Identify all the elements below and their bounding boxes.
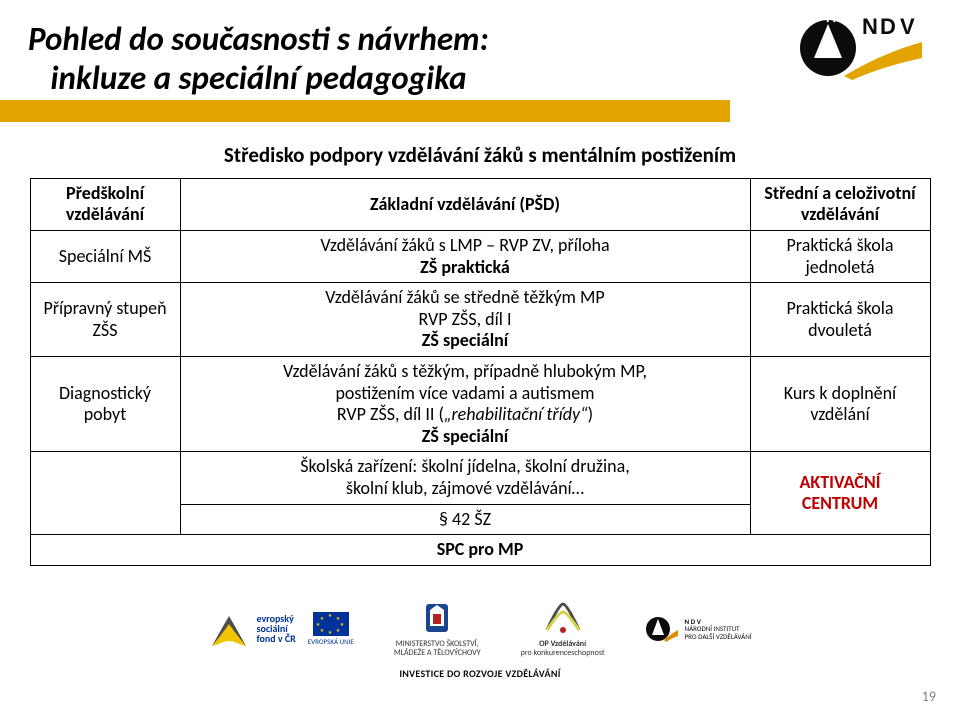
table-row: Speciální MŠ Vzdělávání žáků s LMP – RVP… (30, 231, 930, 283)
cell-tezkym-l1: Vzdělávání žáků s těžkým, případně hlubo… (283, 360, 647, 382)
cell-diag: Diagnostický pobyt (30, 357, 180, 452)
logo-esf: evropskýsociálnífond v ČR ★ ★ ★ ★ ★ ★ ★ … (208, 608, 353, 650)
cell-secondary: Střední a celoživotní vzdělávání (750, 178, 930, 230)
main-table-wrap: Předškolní vzdělávání Základní vzděláván… (28, 178, 932, 566)
cell-stredne: Vzdělávání žáků se středně těžkým MP RVP… (180, 283, 750, 357)
cell-tezkym-l2: postižením více vadami a autismem (335, 382, 594, 404)
cell-stredne-l1: Vzdělávání žáků se středně těžkým MP (325, 286, 604, 308)
cell-aktivacni: AKTIVAČNÍ CENTRUM (750, 452, 930, 535)
cell-pripravny: Přípravný stupeň ZŠS (30, 283, 180, 357)
cell-spc: SPC pro MP (30, 535, 930, 566)
esf-label: evropskýsociálnífond v ČR (256, 614, 295, 644)
cell-stredne-l3: ZŠ speciální (422, 329, 508, 351)
table-row: Předškolní vzdělávání Základní vzděláván… (30, 178, 930, 230)
cell-stredne-l2: RVP ZŠS, díl I (419, 308, 512, 330)
orange-accent-bar (0, 100, 730, 122)
slide: N D V Pohled do současnosti s návrhem: i… (0, 0, 960, 717)
msmt-label: MINISTERSTVO ŠKOLSTVÍ,MLÁDEŽE A TĚLOVÝCH… (394, 640, 481, 658)
title-line-2: inkluze a speciální pedagogika (50, 58, 466, 98)
table-row: Přípravný stupeň ZŠS Vzdělávání žáků se … (30, 283, 930, 357)
cell-tezkym: Vzdělávání žáků s těžkým, případně hlubo… (180, 357, 750, 452)
logo-nidv-footer: N D V NÁRODNÍ INSTITUT PRO DALŠÍ VZDĚLÁV… (645, 612, 752, 646)
cell-skolska-l2: školní klub, zájmové vzdělávání… (346, 477, 584, 499)
cell-42sz: § 42 ŠZ (180, 504, 750, 535)
cell-ps1: Praktická škola jednoletá (750, 231, 930, 283)
table-row: Diagnostický pobyt Vzdělávání žáků s těž… (30, 357, 930, 452)
cell-tezkym-l4: ZŠ speciální (422, 425, 508, 447)
footer-caption: INVESTICE DO ROZVOJE VZDĚLÁVÁNÍ (120, 667, 840, 680)
svg-text:V: V (900, 14, 915, 39)
opvk-label: OP Vzdělávánípro konkurenceschopnost (521, 640, 605, 658)
cell-preschool: Předškolní vzdělávání (30, 178, 180, 230)
cell-tezkym-l3: RVP ZŠS, díl II („rehabilitační třídy“) (337, 403, 593, 425)
esf-icon (208, 608, 250, 650)
logo-nidv-top-right: N D V (796, 8, 936, 88)
eu-flag-icon: ★ ★ ★ ★ ★ ★ ★ ★ (313, 612, 349, 636)
svg-text:N: N (862, 14, 878, 39)
main-table: Předškolní vzdělávání Základní vzděláván… (30, 178, 931, 566)
subheading: Středisko podpory vzdělávání žáků s ment… (28, 142, 932, 168)
table-row-spc: SPC pro MP (30, 535, 930, 566)
table-row: Školská zařízení: školní jídelna, školní… (30, 452, 930, 504)
cell-lmp-l1: Vzdělávání žáků s LMP – RVP ZV, příloha (320, 234, 609, 256)
opvk-icon (541, 600, 585, 638)
cell-empty-left (30, 452, 180, 535)
cell-aktivacni-l1: AKTIVAČNÍ (799, 471, 880, 493)
cell-kurs: Kurs k doplnění vzdělání (750, 357, 930, 452)
page-number: 19 (922, 688, 936, 705)
logo-opvk: OP Vzdělávánípro konkurenceschopnost (521, 600, 605, 658)
svg-text:D: D (880, 14, 896, 39)
cell-skolska-l1: Školská zařízení: školní jídelna, školní… (300, 455, 629, 477)
cell-specialms: Speciální MŠ (30, 231, 180, 283)
cell-basiced: Základní vzdělávání (PŠD) (180, 178, 750, 230)
footer-logos-inner: evropskýsociálnífond v ČR ★ ★ ★ ★ ★ ★ ★ … (120, 597, 840, 661)
nidv-footer-label: N D V NÁRODNÍ INSTITUT PRO DALŠÍ VZDĚLÁV… (685, 618, 752, 640)
cell-ps2: Praktická škola dvouletá (750, 283, 930, 357)
nidv-logo-svg: N D V (796, 8, 936, 88)
slide-title: Pohled do současnosti s návrhem: inkluze… (28, 20, 688, 98)
title-line-1: Pohled do současnosti s návrhem: (28, 19, 489, 59)
logo-msmt: MINISTERSTVO ŠKOLSTVÍ,MLÁDEŽE A TĚLOVÝCH… (394, 600, 481, 658)
cell-lmp-l2: ZŠ praktická (420, 256, 510, 278)
eu-label: EVROPSKÁ UNIE (308, 638, 354, 646)
cell-aktivacni-l2: CENTRUM (802, 492, 878, 514)
cell-skolska: Školská zařízení: školní jídelna, školní… (180, 452, 750, 504)
nidv-footer-icon (645, 612, 679, 646)
footer-logos: evropskýsociálnífond v ČR ★ ★ ★ ★ ★ ★ ★ … (120, 597, 840, 687)
msmt-icon (420, 600, 454, 638)
cell-lmp: Vzdělávání žáků s LMP – RVP ZV, příloha … (180, 231, 750, 283)
